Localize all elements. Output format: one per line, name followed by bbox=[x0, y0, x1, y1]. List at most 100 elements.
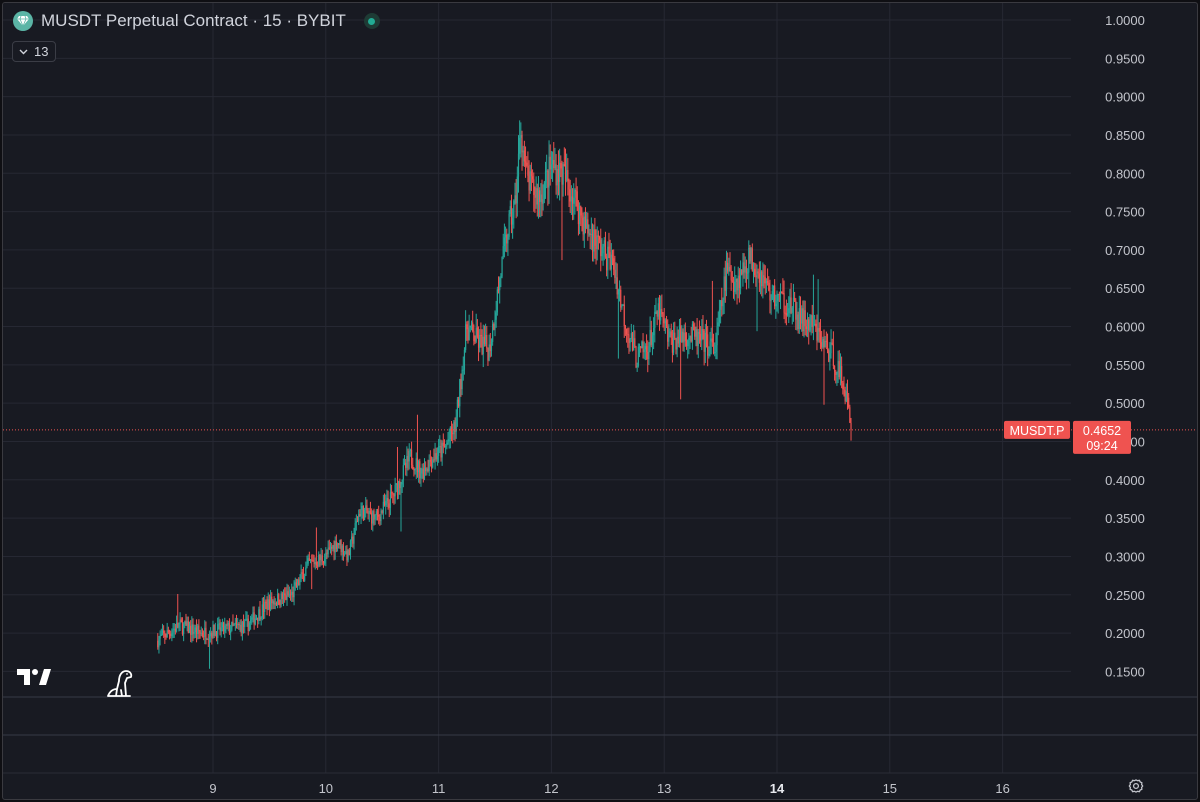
candle-body bbox=[365, 505, 367, 510]
candle-body bbox=[845, 391, 847, 402]
market-status-indicator[interactable] bbox=[363, 13, 380, 29]
candle-body bbox=[248, 623, 251, 631]
candle-body bbox=[640, 346, 642, 349]
candle-body bbox=[433, 459, 435, 461]
candle-body bbox=[825, 340, 827, 342]
last-price-tag[interactable] bbox=[1073, 420, 1131, 454]
candle-body bbox=[732, 281, 735, 292]
candle-body bbox=[841, 365, 843, 384]
candle-body bbox=[250, 619, 252, 624]
candle-body bbox=[192, 624, 194, 634]
candle-body bbox=[402, 465, 404, 480]
candle-body bbox=[594, 229, 596, 246]
candle-body bbox=[751, 248, 753, 271]
candle-body bbox=[230, 630, 232, 633]
symbol-price-tag[interactable] bbox=[1004, 420, 1070, 439]
candle-body bbox=[739, 269, 742, 288]
candle-body bbox=[244, 620, 246, 628]
candle-body bbox=[627, 334, 629, 336]
candle-body bbox=[187, 621, 189, 633]
candle-body bbox=[510, 206, 513, 225]
candle-body bbox=[389, 492, 392, 508]
candle-body bbox=[221, 622, 223, 628]
candle-body bbox=[850, 422, 852, 430]
price-pane[interactable] bbox=[3, 3, 1085, 697]
dinosaur-icon[interactable] bbox=[105, 667, 135, 699]
candle-body bbox=[488, 344, 490, 361]
candle-body bbox=[557, 168, 560, 182]
candle-body bbox=[812, 325, 815, 328]
symbol-legend[interactable]: MUSDT Perpetual Contract · 15 · BYBIT bbox=[13, 11, 380, 31]
symbol-title[interactable]: MUSDT Perpetual Contract · 15 · BYBIT bbox=[41, 11, 346, 30]
candle-body bbox=[826, 341, 829, 351]
candle-body bbox=[239, 624, 241, 626]
candle-body bbox=[262, 604, 265, 613]
candle-body bbox=[595, 245, 597, 250]
candle-body bbox=[741, 269, 743, 275]
chart-canvas[interactable]: 1.0000 0.9500 0.9000 0.8500 0.8000 0.7500 0.70… bbox=[3, 3, 1198, 800]
candle-body bbox=[170, 633, 172, 637]
candle-body bbox=[360, 510, 362, 516]
candle-body bbox=[608, 246, 610, 253]
candle-body bbox=[658, 303, 661, 321]
indicators-collapse-button[interactable]: 13 bbox=[12, 41, 57, 62]
candle-body bbox=[435, 453, 437, 460]
candle-body bbox=[648, 346, 650, 360]
candle-body bbox=[443, 445, 446, 448]
candle-body bbox=[829, 353, 831, 362]
candle-body bbox=[849, 407, 851, 423]
candle-body bbox=[454, 421, 456, 432]
candle-body bbox=[295, 582, 298, 588]
candle-body bbox=[721, 300, 723, 307]
candle-body bbox=[368, 511, 370, 514]
candle-body bbox=[497, 289, 500, 291]
candle-body bbox=[206, 638, 208, 640]
candle-body bbox=[806, 319, 809, 330]
candle-body bbox=[200, 632, 202, 634]
candle-body bbox=[313, 560, 315, 565]
candle-body bbox=[356, 521, 359, 523]
candle-body bbox=[183, 624, 185, 634]
candle-body bbox=[695, 329, 697, 337]
candle-body bbox=[273, 601, 275, 605]
candle-body bbox=[480, 334, 482, 336]
candle-body bbox=[482, 336, 484, 355]
candle-body bbox=[376, 511, 379, 515]
candle-body bbox=[477, 337, 480, 348]
candle-body bbox=[281, 593, 283, 599]
candle-body bbox=[542, 199, 544, 204]
candle-body bbox=[420, 473, 422, 479]
candle-body bbox=[203, 635, 205, 637]
candle-body bbox=[413, 469, 415, 471]
candle-body bbox=[485, 335, 487, 344]
candle-body bbox=[541, 194, 543, 204]
candle-body bbox=[567, 170, 569, 182]
candle-body bbox=[663, 318, 665, 324]
candle-body bbox=[649, 329, 651, 347]
candle-body bbox=[349, 540, 352, 556]
candle-body bbox=[809, 325, 811, 331]
candle-body bbox=[234, 622, 236, 625]
candle-body bbox=[334, 541, 336, 553]
candle-body bbox=[596, 235, 598, 250]
candle-body bbox=[720, 300, 722, 310]
candle-body bbox=[774, 285, 776, 307]
candle-body bbox=[593, 229, 595, 252]
candle-body bbox=[336, 543, 339, 549]
candle-body bbox=[440, 446, 442, 458]
candle-body bbox=[278, 594, 280, 605]
candle-body bbox=[442, 442, 444, 446]
candle-body bbox=[159, 635, 161, 639]
settings-gear-icon[interactable] bbox=[1127, 777, 1145, 795]
tradingview-logo-icon[interactable] bbox=[17, 665, 51, 687]
x-tick-label: 11 bbox=[432, 781, 446, 796]
candle-body bbox=[314, 562, 316, 565]
candle-body bbox=[264, 601, 266, 613]
candle-body bbox=[271, 596, 273, 604]
candle-body bbox=[723, 276, 725, 300]
candle-body bbox=[395, 483, 397, 485]
candle-body bbox=[218, 623, 220, 625]
candle-body bbox=[168, 632, 171, 634]
candle-body bbox=[235, 622, 238, 625]
candle-body bbox=[232, 621, 234, 625]
